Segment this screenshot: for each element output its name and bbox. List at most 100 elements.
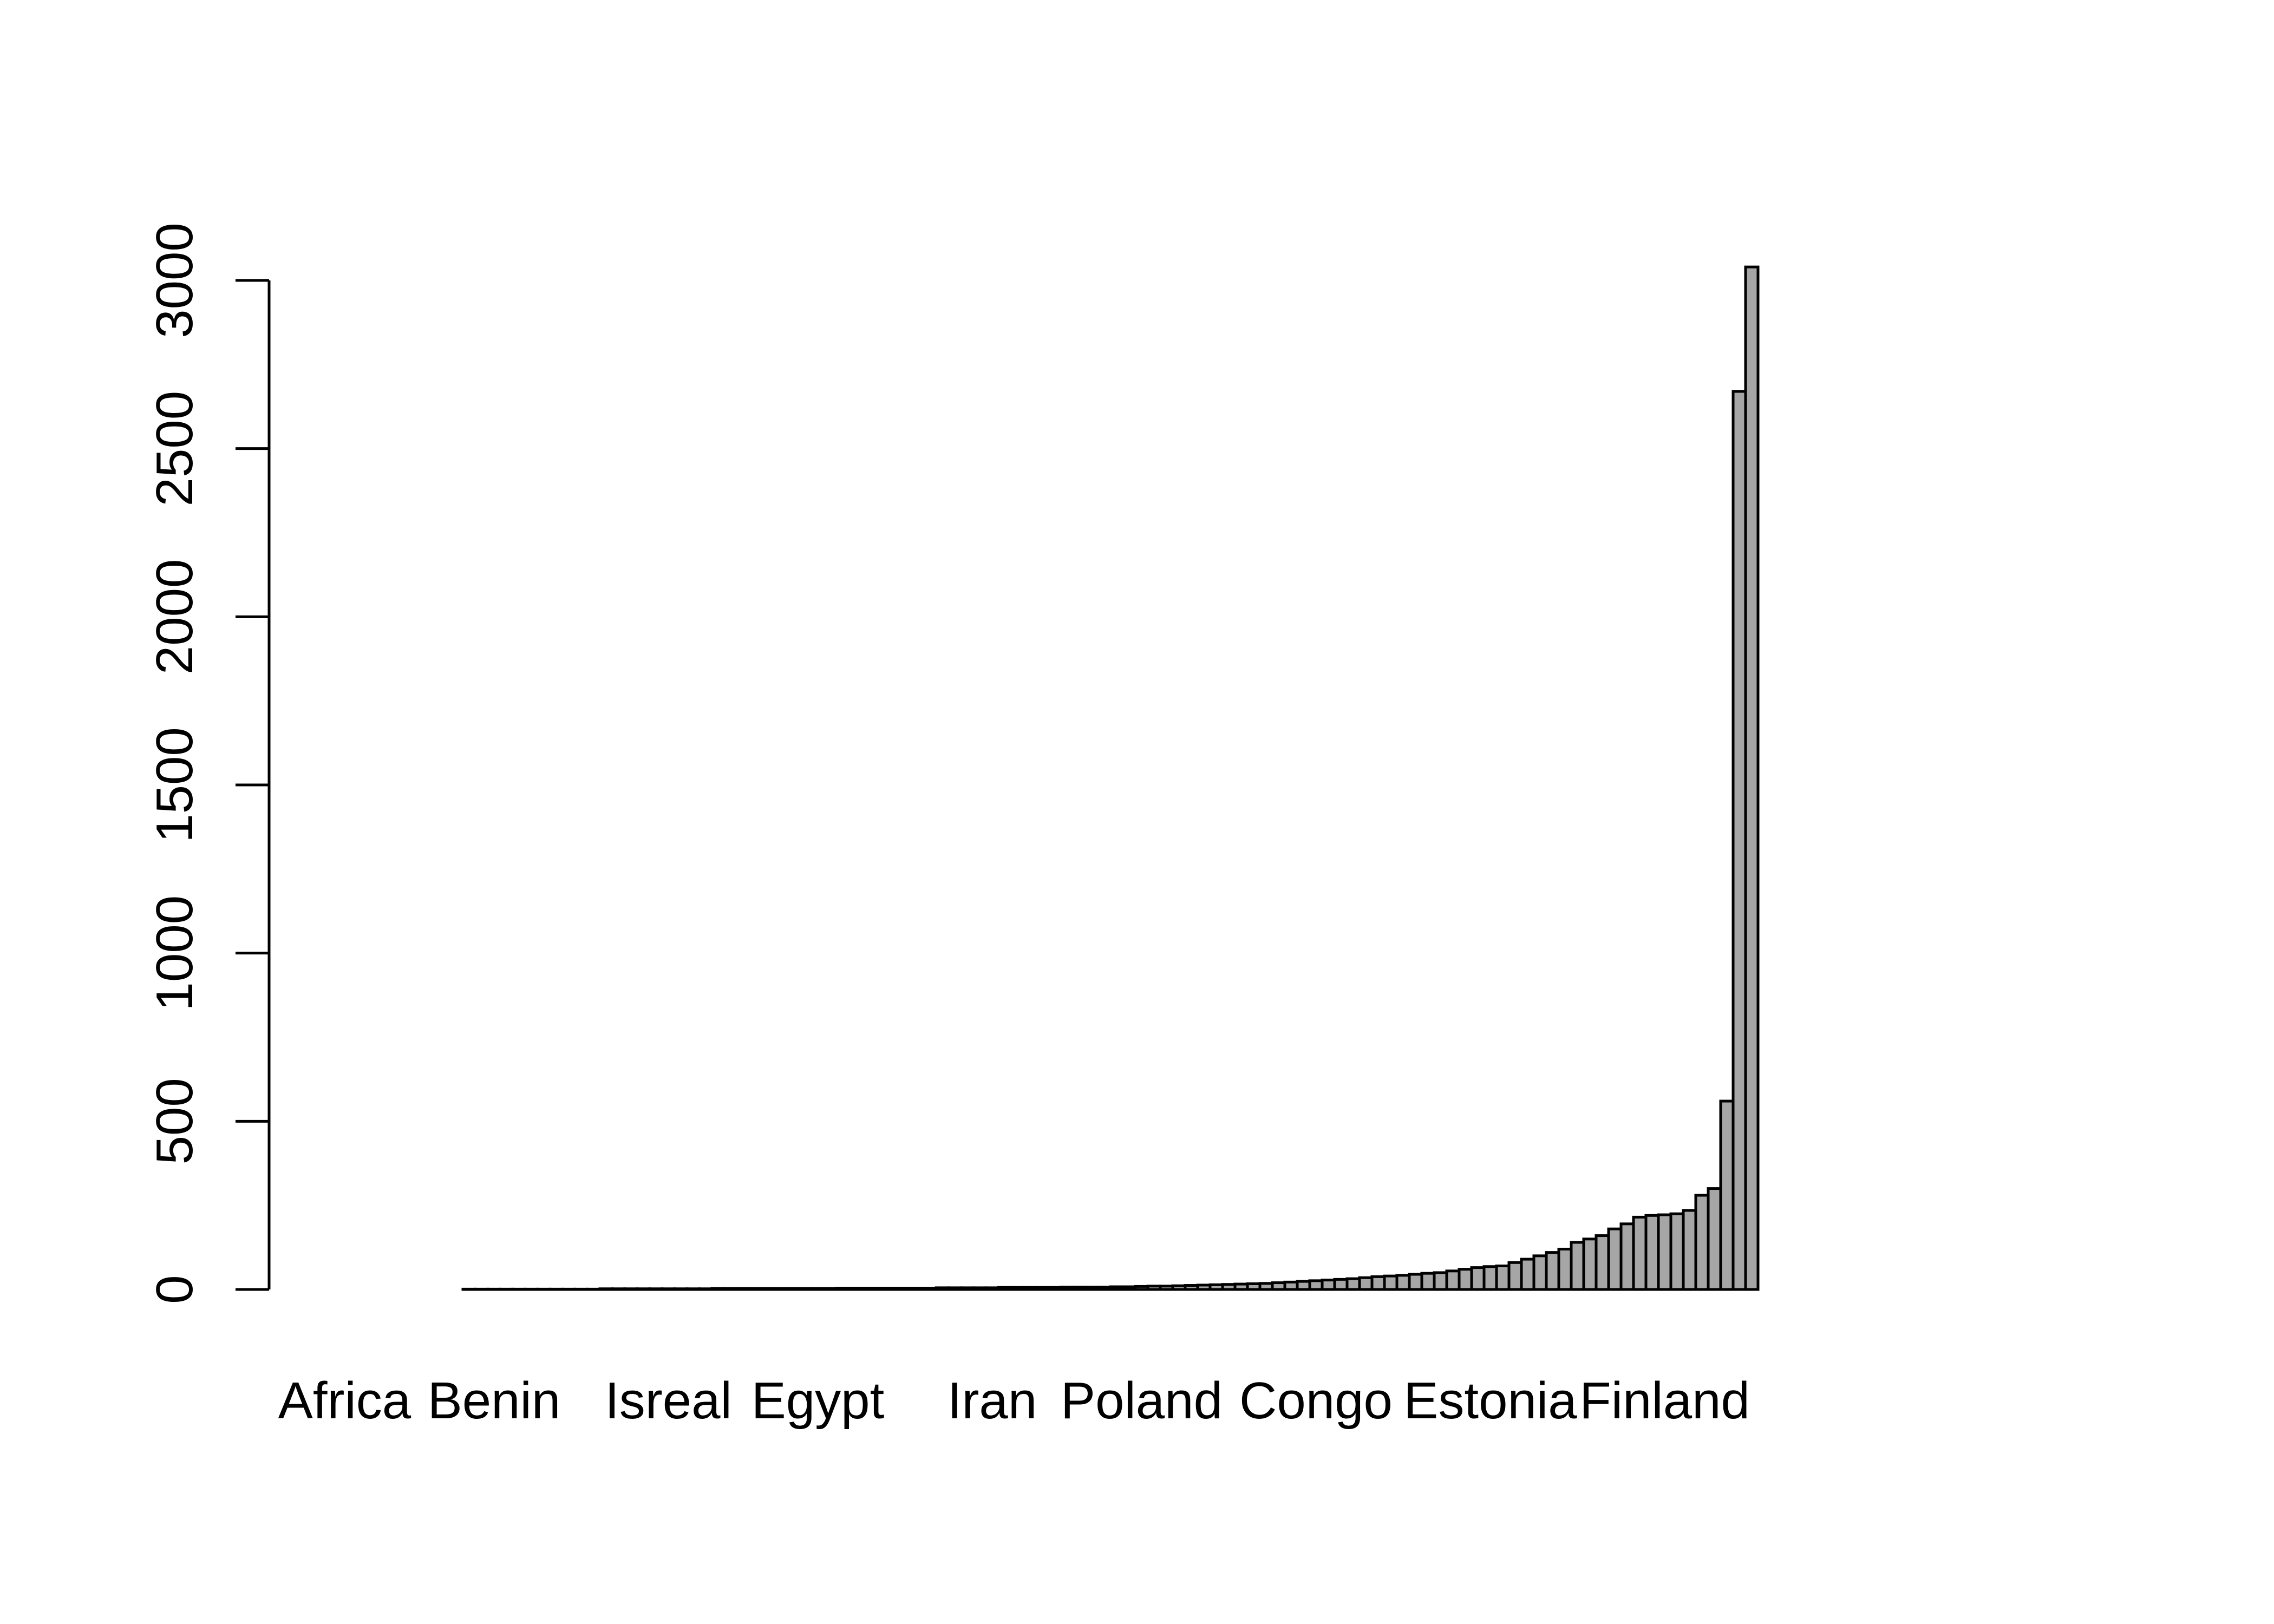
bar-80 — [1333, 1278, 1349, 1291]
bar-82 — [1358, 1276, 1374, 1291]
bar-68 — [1184, 1284, 1199, 1291]
bar-36 — [785, 1287, 801, 1291]
bar-89 — [1445, 1269, 1461, 1291]
x-tick-label-congo: Congo — [1239, 1372, 1393, 1430]
bar-105 — [1644, 1214, 1660, 1291]
bar-100 — [1582, 1237, 1598, 1291]
x-tick-label-africa: Africa — [278, 1372, 411, 1430]
bar-31 — [723, 1287, 739, 1291]
bar-69 — [1196, 1284, 1212, 1291]
y-tick-label-2000: 2000 — [146, 559, 204, 675]
bar-106 — [1657, 1213, 1672, 1291]
bars-layer — [461, 265, 1760, 1291]
y-tick-label-2500: 2500 — [146, 391, 204, 507]
bar-110 — [1707, 1187, 1722, 1291]
bar-72 — [1233, 1282, 1249, 1291]
bar-78 — [1308, 1279, 1324, 1291]
y-tick-label-3000: 3000 — [146, 222, 204, 338]
bar-90 — [1458, 1268, 1473, 1291]
bar-53 — [997, 1286, 1012, 1291]
bar-49 — [947, 1286, 963, 1291]
bar-81 — [1345, 1277, 1361, 1291]
bar-62 — [1109, 1285, 1125, 1291]
x-tick-label-finland: Finland — [1579, 1372, 1750, 1430]
bar-57 — [1047, 1286, 1062, 1291]
y-tick-label-0: 0 — [146, 1275, 204, 1304]
bar-60 — [1084, 1286, 1100, 1291]
bar-71 — [1221, 1283, 1237, 1291]
bar-97 — [1545, 1251, 1560, 1291]
bar-41 — [847, 1287, 863, 1291]
bar-35 — [773, 1287, 788, 1291]
bar-34 — [760, 1287, 776, 1291]
bar-109 — [1694, 1194, 1710, 1291]
bar-101 — [1595, 1234, 1610, 1291]
bar-96 — [1532, 1254, 1548, 1291]
bar-111 — [1719, 1099, 1735, 1291]
bar-112 — [1731, 390, 1747, 1291]
bar-58 — [1059, 1286, 1075, 1291]
bar-67 — [1171, 1284, 1187, 1291]
bar-108 — [1682, 1209, 1697, 1291]
bar-83 — [1370, 1275, 1386, 1291]
bar-102 — [1607, 1227, 1623, 1291]
bar-77 — [1296, 1280, 1311, 1291]
bar-46 — [910, 1287, 925, 1291]
bar-61 — [1096, 1286, 1112, 1291]
bar-51 — [972, 1286, 988, 1291]
bar-75 — [1271, 1281, 1286, 1291]
bar-98 — [1557, 1247, 1573, 1291]
bar-48 — [935, 1286, 950, 1291]
bar-88 — [1433, 1271, 1448, 1291]
bar-107 — [1669, 1212, 1685, 1291]
bar-93 — [1495, 1265, 1511, 1291]
bar-54 — [1009, 1286, 1025, 1291]
x-tick-label-benin: Benin — [428, 1372, 561, 1430]
bar-38 — [810, 1287, 826, 1291]
bar-45 — [897, 1287, 913, 1291]
bar-66 — [1159, 1285, 1174, 1291]
bar-85 — [1395, 1274, 1411, 1291]
x-tick-label-iran: Iran — [948, 1372, 1037, 1430]
bar-104 — [1632, 1215, 1648, 1291]
bar-84 — [1383, 1274, 1399, 1291]
bar-87 — [1420, 1272, 1436, 1291]
bar-86 — [1408, 1273, 1423, 1291]
bar-92 — [1482, 1265, 1498, 1291]
bar-59 — [1071, 1286, 1087, 1291]
bar-91 — [1470, 1266, 1486, 1291]
bar-65 — [1146, 1285, 1162, 1291]
x-tick-label-poland: Poland — [1061, 1372, 1223, 1430]
bar-76 — [1283, 1280, 1299, 1291]
bar-64 — [1134, 1285, 1149, 1291]
bar-33 — [748, 1287, 763, 1291]
bar-113 — [1744, 265, 1760, 1291]
bar-47 — [922, 1287, 938, 1291]
bar-52 — [984, 1286, 1000, 1291]
y-axis: 0 500 1000 1500 2000 2500 3000 — [146, 222, 271, 1304]
bar-73 — [1246, 1282, 1262, 1291]
bar-70 — [1208, 1283, 1224, 1291]
bar-79 — [1321, 1279, 1336, 1291]
bar-74 — [1258, 1282, 1274, 1291]
bar-99 — [1570, 1241, 1585, 1291]
bar-37 — [798, 1287, 813, 1291]
x-axis-labels: Africa Benin Isreal Egypt Iran Poland Congo Est… — [278, 1372, 1750, 1430]
bar-103 — [1619, 1222, 1635, 1291]
bar-32 — [735, 1287, 751, 1291]
y-tick-label-1000: 1000 — [146, 895, 204, 1011]
bar-40 — [835, 1287, 851, 1291]
bar-42 — [860, 1287, 875, 1291]
bar-56 — [1034, 1286, 1050, 1291]
bar-63 — [1121, 1285, 1137, 1291]
x-tick-label-isreal: Isreal — [605, 1372, 732, 1430]
bar-30 — [710, 1287, 726, 1291]
x-tick-label-egypt: Egypt — [752, 1372, 884, 1430]
bar-43 — [872, 1287, 888, 1291]
y-tick-label-500: 500 — [146, 1078, 204, 1164]
bar-44 — [885, 1287, 900, 1291]
bar-55 — [1022, 1286, 1037, 1291]
bar-39 — [822, 1287, 838, 1291]
